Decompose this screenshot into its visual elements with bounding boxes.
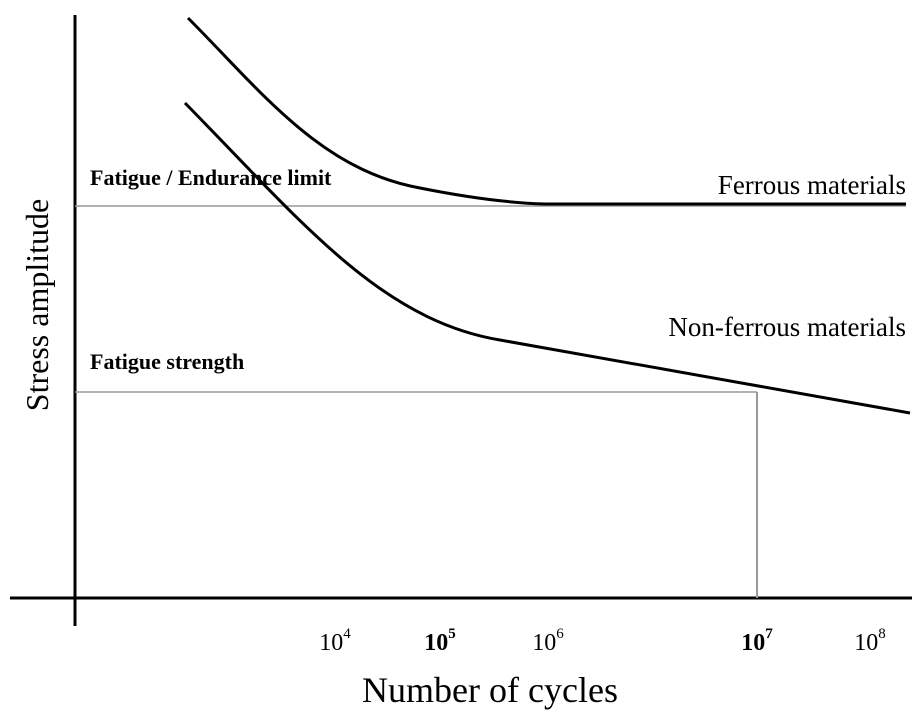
endurance-label: Fatigue / Endurance limit <box>90 165 332 190</box>
x-tick-label: 106 <box>532 626 564 656</box>
x-tick-label: 104 <box>319 626 351 656</box>
tick-exponent: 8 <box>878 626 886 642</box>
tick-exponent: 7 <box>765 626 773 642</box>
tick-exponent: 5 <box>448 626 456 642</box>
tick-base: 10 <box>532 630 556 656</box>
x-tick-label: 107 <box>741 626 773 656</box>
ferrous-label: Ferrous materials <box>718 170 906 200</box>
tick-base: 10 <box>741 630 765 656</box>
tick-exponent: 4 <box>343 626 351 642</box>
tick-base: 10 <box>319 630 343 656</box>
strength-label: Fatigue strength <box>90 349 244 374</box>
x-tick-label: 108 <box>854 626 886 656</box>
tick-base: 10 <box>424 630 448 656</box>
tick-exponent: 6 <box>556 626 564 642</box>
x-tick-label: 105 <box>424 626 456 656</box>
non-ferrous-label: Non-ferrous materials <box>668 312 906 342</box>
x-axis-label: Number of cycles <box>362 670 618 710</box>
non-ferrous-curve <box>183 101 911 415</box>
tick-base: 10 <box>854 630 878 656</box>
y-axis-label: Stress amplitude <box>19 199 55 411</box>
x-ticks: 104 105 106 107 108 <box>319 626 886 656</box>
ferrous-curve <box>186 16 906 206</box>
